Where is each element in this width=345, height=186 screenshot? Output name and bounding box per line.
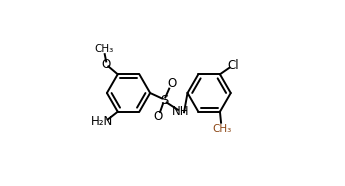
Text: CH₃: CH₃ — [95, 44, 114, 54]
Text: O: O — [167, 77, 176, 90]
Text: NH: NH — [172, 105, 189, 118]
Text: O: O — [101, 57, 111, 70]
Text: O: O — [153, 110, 162, 123]
Text: H₂N: H₂N — [91, 116, 113, 129]
Text: Cl: Cl — [228, 59, 239, 72]
Text: S: S — [160, 94, 168, 107]
Text: CH₃: CH₃ — [213, 124, 232, 134]
